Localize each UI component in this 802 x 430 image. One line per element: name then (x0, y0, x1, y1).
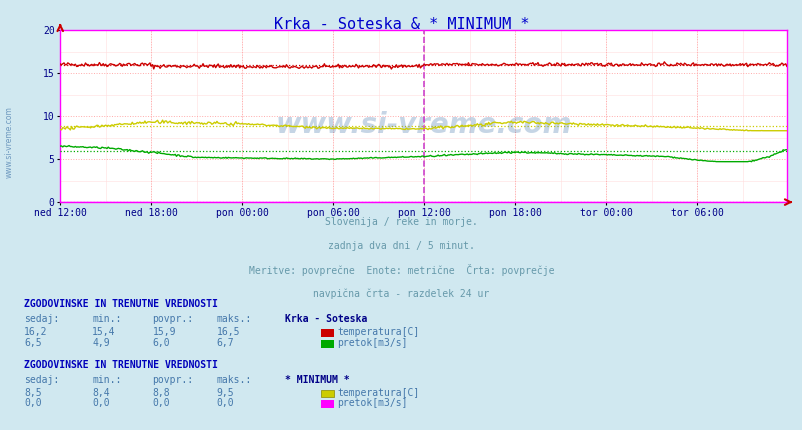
Text: 16,5: 16,5 (217, 327, 240, 338)
Text: navpična črta - razdelek 24 ur: navpična črta - razdelek 24 ur (313, 288, 489, 298)
Text: 15,4: 15,4 (92, 327, 115, 338)
Text: temperatura[C]: temperatura[C] (337, 387, 419, 398)
Text: 0,0: 0,0 (217, 398, 234, 408)
Text: 6,7: 6,7 (217, 338, 234, 348)
Text: 0,0: 0,0 (24, 398, 42, 408)
Text: 0,0: 0,0 (152, 398, 170, 408)
Text: maks.:: maks.: (217, 314, 252, 325)
Text: pretok[m3/s]: pretok[m3/s] (337, 398, 407, 408)
Text: 15,9: 15,9 (152, 327, 176, 338)
Text: Slovenija / reke in morje.: Slovenija / reke in morje. (325, 217, 477, 227)
Text: 8,4: 8,4 (92, 387, 110, 398)
Text: 0,0: 0,0 (92, 398, 110, 408)
Text: pretok[m3/s]: pretok[m3/s] (337, 338, 407, 348)
Text: ZGODOVINSKE IN TRENUTNE VREDNOSTI: ZGODOVINSKE IN TRENUTNE VREDNOSTI (24, 359, 217, 370)
Text: sedaj:: sedaj: (24, 375, 59, 385)
Text: Meritve: povprečne  Enote: metrične  Črta: povprečje: Meritve: povprečne Enote: metrične Črta:… (249, 264, 553, 276)
Text: povpr.:: povpr.: (152, 375, 193, 385)
Text: www.si-vreme.com: www.si-vreme.com (5, 106, 14, 178)
Text: min.:: min.: (92, 314, 122, 325)
Text: www.si-vreme.com: www.si-vreme.com (275, 111, 571, 139)
Text: temperatura[C]: temperatura[C] (337, 327, 419, 338)
Text: povpr.:: povpr.: (152, 314, 193, 325)
Text: 8,8: 8,8 (152, 387, 170, 398)
Text: maks.:: maks.: (217, 375, 252, 385)
Text: * MINIMUM *: * MINIMUM * (285, 375, 349, 385)
Text: sedaj:: sedaj: (24, 314, 59, 325)
Text: 6,5: 6,5 (24, 338, 42, 348)
Text: min.:: min.: (92, 375, 122, 385)
Text: 8,5: 8,5 (24, 387, 42, 398)
Text: ZGODOVINSKE IN TRENUTNE VREDNOSTI: ZGODOVINSKE IN TRENUTNE VREDNOSTI (24, 299, 217, 310)
Text: 4,9: 4,9 (92, 338, 110, 348)
Text: zadnja dva dni / 5 minut.: zadnja dva dni / 5 minut. (328, 241, 474, 251)
Text: 9,5: 9,5 (217, 387, 234, 398)
Text: Krka - Soteska & * MINIMUM *: Krka - Soteska & * MINIMUM * (273, 17, 529, 32)
Text: 6,0: 6,0 (152, 338, 170, 348)
Text: Krka - Soteska: Krka - Soteska (285, 314, 367, 325)
Text: 16,2: 16,2 (24, 327, 47, 338)
